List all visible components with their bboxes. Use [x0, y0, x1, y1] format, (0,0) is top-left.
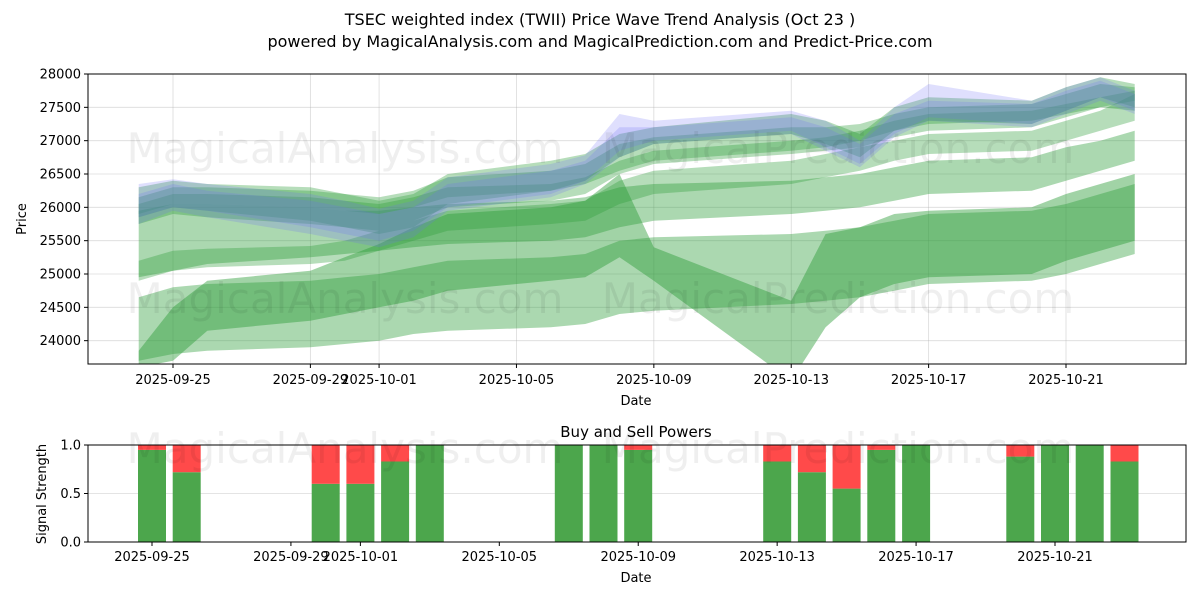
wave-green-7 [138, 184, 1135, 361]
price-x-tick-label: 2025-10-09 [616, 373, 692, 388]
sell-bar [138, 445, 166, 450]
signal-y-axis-label: Signal Strength [35, 444, 50, 544]
price-y-tick-label: 25000 [40, 268, 81, 283]
sell-bar [832, 445, 861, 489]
watermark-prediction-top: MagicalPrediction.com [602, 124, 1075, 173]
price-plot-frame [87, 73, 1187, 365]
buy-bar [589, 445, 618, 542]
price-y-tick-label: 24000 [40, 334, 81, 349]
price-x-tick-label: 2025-10-05 [479, 373, 555, 388]
signal-x-tick-label: 2025-10-05 [462, 550, 538, 565]
figure-title-line1: TSEC weighted index (TWII) Price Wave Tr… [344, 10, 855, 29]
signal-y-tick-label: 0.0 [60, 536, 81, 551]
buy-bar [1110, 461, 1139, 542]
signal-y-tick-label: 1.0 [60, 439, 81, 454]
buy-bar [172, 472, 201, 542]
price-y-tick-label: 25500 [40, 234, 81, 249]
sell-bar [1006, 445, 1035, 457]
price-y-axis-label: Price [15, 203, 30, 235]
wave-green-5 [138, 130, 1135, 278]
wave-green-8 [138, 174, 1135, 364]
buy-bar [554, 445, 583, 542]
figure-title-line2: powered by MagicalAnalysis.com and Magic… [267, 32, 932, 51]
buy-bar [832, 488, 861, 542]
price-x-tick-label: 2025-09-25 [135, 373, 211, 388]
price-wave-plot: MagicalAnalysis.com MagicalPrediction.co… [15, 68, 1187, 409]
signal-x-tick-label: 2025-09-25 [114, 550, 190, 565]
sell-bar [867, 445, 896, 450]
buy-bar [311, 483, 340, 542]
sell-bar [311, 445, 340, 484]
wave-blue-1 [138, 77, 1135, 248]
sell-bar [381, 445, 410, 462]
watermark-analysis-top: MagicalAnalysis.com [127, 124, 564, 173]
watermark-prediction-bottom: MagicalPrediction.com [602, 274, 1075, 323]
price-y-tick-label: 27500 [40, 101, 81, 116]
price-x-tick-label: 2025-10-21 [1028, 373, 1104, 388]
price-grid [88, 73, 1186, 364]
sell-bar [797, 445, 826, 473]
sell-bar [1110, 445, 1139, 462]
buy-bar [1075, 445, 1104, 542]
price-x-axis-label: Date [620, 394, 651, 409]
buy-bar [346, 483, 375, 542]
signal-x-tick-label: 2025-10-17 [878, 550, 954, 565]
price-x-tick-label: 2025-10-17 [891, 373, 967, 388]
price-y-tick-label: 26500 [40, 168, 81, 183]
watermark-analysis-sub: MagicalAnalysis.com [127, 424, 564, 473]
price-wave-bands [138, 77, 1135, 364]
price-x-tick-label: 2025-09-29 [273, 373, 349, 388]
buy-bar [1041, 445, 1069, 542]
wave-green-2 [138, 84, 1135, 231]
price-y-tick-label: 28000 [40, 68, 81, 83]
signal-bars [138, 445, 1139, 542]
buy-bar [902, 445, 931, 542]
signal-y-tick-label: 0.5 [60, 487, 81, 502]
price-y-tick-label: 24500 [40, 301, 81, 316]
watermark-analysis-bottom: MagicalAnalysis.com [127, 274, 564, 323]
buy-sell-power-plot: Buy and Sell Powers MagicalAnalysis.com … [35, 423, 1187, 586]
signal-x-tick-label: 2025-09-29 [253, 550, 329, 565]
wave-green-1 [138, 77, 1135, 234]
wave-green-3 [138, 90, 1135, 214]
buy-sell-title: Buy and Sell Powers [560, 423, 712, 441]
signal-x-axis-label: Date [620, 571, 651, 586]
buy-bar [624, 449, 653, 542]
price-y-tick-label: 26000 [40, 201, 81, 216]
price-x-tick-label: 2025-10-01 [341, 373, 417, 388]
buy-bar [1006, 456, 1035, 542]
watermark-prediction-sub: MagicalPrediction.com [602, 424, 1075, 473]
sell-bar [624, 445, 653, 450]
signal-x-tick-label: 2025-10-13 [739, 550, 815, 565]
price-y-axis: 24000 24500 25000 25500 26000 26500 27000 27500… [40, 68, 88, 349]
sell-bar [172, 445, 201, 473]
signal-x-tick-label: 2025-10-21 [1017, 550, 1093, 565]
signal-y-axis: 0.0 0.5 1.0 [60, 439, 88, 551]
price-y-tick-label: 27000 [40, 134, 81, 149]
buy-bar [763, 461, 792, 542]
buy-bar [381, 461, 410, 542]
sell-bar [346, 445, 375, 484]
buy-bar [415, 445, 444, 542]
signal-x-tick-label: 2025-10-01 [323, 550, 399, 565]
wave-green-4 [138, 94, 1135, 281]
sell-bar [763, 445, 792, 462]
price-x-tick-label: 2025-10-13 [753, 373, 829, 388]
signal-x-tick-label: 2025-10-09 [600, 550, 676, 565]
buy-bar [867, 449, 896, 542]
buy-bar [797, 472, 826, 542]
buy-bar [138, 449, 166, 542]
